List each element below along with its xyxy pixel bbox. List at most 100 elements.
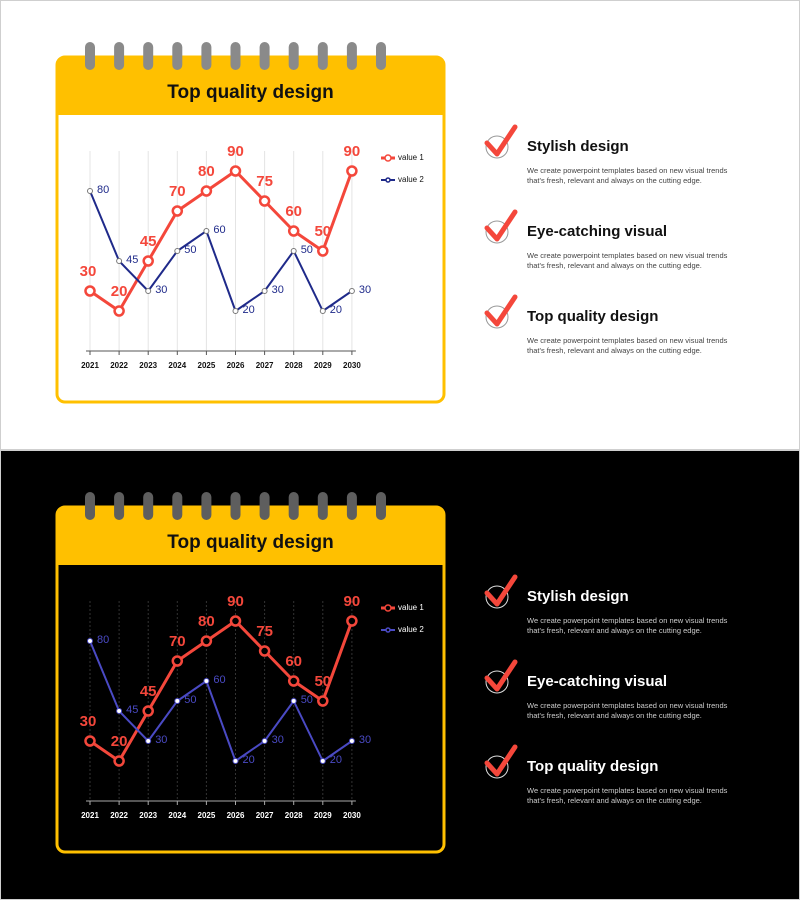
binder-ring [85,42,95,70]
x-tick-label: 2029 [314,811,332,820]
data-label: 90 [227,593,244,610]
data-point [113,755,125,767]
data-label: 75 [256,173,273,190]
check-circle [485,585,509,609]
data-point [317,245,329,257]
x-tick-label: 2026 [227,811,245,820]
legend-label: value 2 [398,175,424,184]
data-point [348,738,355,744]
x-tick-label: 2027 [256,361,274,370]
binder-ring [376,42,386,70]
data-point [171,205,184,217]
data-label: 60 [213,674,225,686]
data-point [319,758,326,764]
data-label: 30 [155,284,167,296]
data-point [84,285,96,297]
data-label: 50 [301,694,313,706]
data-point [232,308,239,314]
data-point [229,615,242,627]
data-label: 30 [80,713,97,730]
data-point [174,698,181,704]
data-label: 50 [184,694,196,706]
x-tick-label: 2023 [139,811,157,820]
feature-text: We create powerpoint templates based on … [527,336,728,345]
feature-text: We create powerpoint templates based on … [527,166,728,175]
feature-title: Stylish design [527,138,629,155]
feature-text: that's fresh, relevant and always on the… [527,176,702,185]
chart-title: Top quality design [167,532,333,553]
check-mark [484,659,518,692]
binder-ring [317,42,328,70]
data-label: 50 [301,244,313,256]
data-label: 80 [198,613,215,630]
data-label: 45 [126,704,138,716]
chart-title: Top quality design [167,82,333,103]
x-tick-label: 2024 [168,361,186,370]
data-label: 20 [330,754,342,766]
x-tick-label: 2026 [227,361,245,370]
binder-ring [317,492,328,520]
data-label: 30 [80,263,97,280]
data-label: 50 [314,673,331,690]
x-tick-label: 2022 [110,361,128,370]
data-label: 90 [344,143,361,160]
data-label: 20 [111,733,128,750]
legend-marker [385,627,391,633]
feature-text: We create powerpoint templates based on … [527,251,728,260]
data-point [290,698,297,704]
feature-text: that's fresh, relevant and always on the… [527,626,702,635]
binder-ring [230,492,241,520]
binder-ring [346,42,357,70]
panel: Top quality design 2021 2022 2023 2024 2025 20… [0,0,800,450]
feature-title: Stylish design [527,588,629,605]
data-point [258,645,271,657]
data-label: 20 [111,283,128,300]
data-point [142,255,154,267]
feature-title: Top quality design [527,758,658,775]
binder-ring [376,492,386,520]
series-line [89,619,354,763]
series-line [89,640,353,762]
x-tick-label: 2024 [168,811,186,820]
binder-ring [114,492,125,520]
x-tick-label: 2025 [198,811,216,820]
data-point [232,758,239,764]
data-label: 50 [184,244,196,256]
check-mark [484,124,518,157]
data-point [203,678,210,684]
data-label: 20 [243,304,255,316]
data-point [145,738,152,744]
data-point [229,165,242,177]
panel: Top quality design 2021 2022 2023 2024 2025 20… [0,450,800,900]
x-tick-label: 2030 [343,811,361,820]
x-tick-label: 2028 [285,811,303,820]
data-point [287,225,300,237]
data-point [84,735,96,747]
legend-marker [385,177,391,183]
x-tick-label: 2025 [198,361,216,370]
binder-ring [259,42,270,70]
data-label: 45 [140,683,157,700]
x-tick-label: 2030 [343,361,361,370]
check-mark [484,574,518,607]
binder-ring [288,42,299,70]
data-point [203,228,210,234]
series-line [89,190,353,312]
feature-text: that's fresh, relevant and always on the… [527,261,702,270]
check-circle [485,755,509,779]
feature-title: Eye-catching visual [527,673,667,690]
data-label: 75 [256,623,273,640]
binder-ring [230,42,241,70]
data-label: 90 [227,143,244,160]
data-point [142,705,154,717]
data-label: 60 [285,203,302,220]
data-label: 30 [272,284,284,296]
data-label: 20 [330,304,342,316]
legend-label: value 1 [398,603,424,612]
feature-text: We create powerpoint templates based on … [527,786,728,795]
data-label: 45 [140,233,157,250]
data-point [290,248,297,254]
binder-ring [201,42,212,70]
feature-text: We create powerpoint templates based on … [527,701,728,710]
data-point [113,305,125,317]
